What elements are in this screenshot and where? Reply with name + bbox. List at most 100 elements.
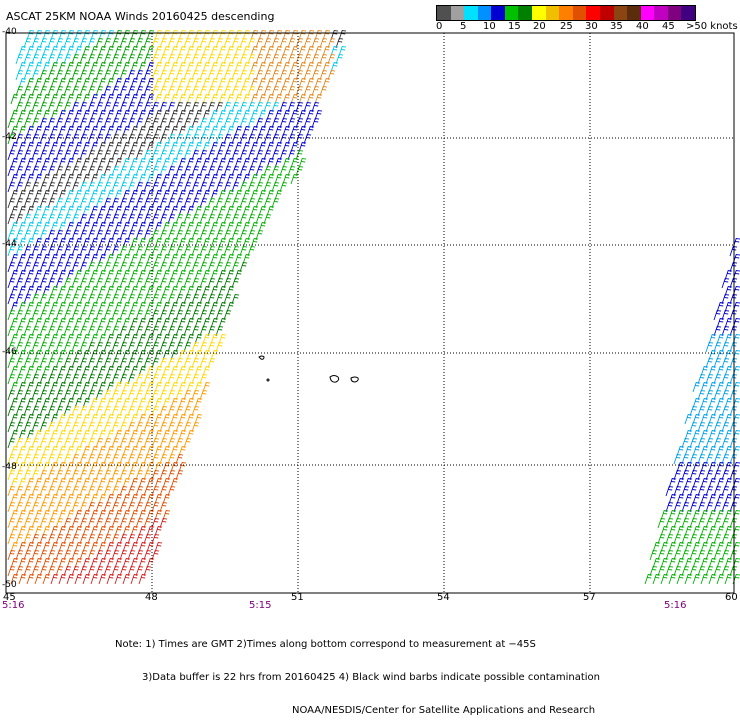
wind-barb: [146, 413, 155, 425]
wind-barb: [34, 477, 43, 489]
wind-barb: [103, 565, 112, 577]
wind-barb: [50, 493, 59, 505]
wind-barb: [191, 341, 200, 353]
wind-barb: [154, 301, 163, 313]
wind-barb: [122, 141, 131, 153]
wind-barb: [178, 429, 187, 441]
wind-barb: [111, 165, 120, 177]
wind-barb: [63, 69, 72, 81]
wind-barb: [82, 525, 91, 537]
lon-label-60: 60: [725, 592, 738, 603]
wind-barb: [250, 61, 259, 73]
wind-barb: [87, 117, 96, 129]
wind-barb: [151, 293, 160, 305]
wind-barb: [23, 213, 32, 225]
wind-barb: [34, 413, 43, 425]
wind-barb: [55, 517, 64, 529]
wind-barb: [119, 165, 128, 177]
wind-barb: [242, 141, 251, 153]
wind-barb: [58, 221, 67, 233]
wind-barb: [247, 245, 256, 257]
wind-barb: [154, 525, 163, 537]
wind-barb: [55, 485, 64, 497]
wind-barb: [130, 189, 139, 201]
wind-barb: [146, 109, 155, 121]
wind-barb: [673, 549, 682, 561]
wind-barb: [186, 317, 195, 329]
wind-barb: [23, 69, 32, 81]
wind-barb: [58, 493, 67, 505]
wind-barb: [98, 557, 107, 569]
wind-barb: [178, 205, 187, 217]
wind-barb: [114, 573, 123, 585]
wind-barb: [47, 117, 56, 129]
wind-barb: [215, 117, 224, 129]
wind-barb: [327, 69, 336, 81]
wind-barb: [34, 541, 43, 553]
wind-barb: [114, 429, 123, 441]
wind-barb: [215, 309, 224, 321]
wind-barb: [63, 149, 72, 161]
wind-barb: [689, 485, 698, 497]
wind-barb: [119, 325, 128, 337]
wind-barb: [274, 141, 283, 153]
wind-barb: [130, 221, 139, 233]
wind-barb: [66, 253, 75, 265]
wind-barb: [135, 517, 144, 529]
wind-barb: [31, 245, 40, 257]
wind-barb: [210, 45, 219, 57]
wind-barb: [170, 285, 179, 297]
scale-swatch: [654, 6, 668, 20]
wind-barb: [106, 317, 115, 329]
wind-barb: [154, 509, 163, 521]
wind-barb: [42, 445, 51, 457]
wind-barb: [234, 157, 243, 169]
wind-barb: [263, 213, 272, 225]
wind-barb: [266, 157, 275, 169]
wind-barb: [210, 317, 219, 329]
wind-barb: [98, 349, 107, 361]
wind-barb: [258, 173, 267, 185]
wind-barb: [34, 333, 43, 345]
wind-barb: [279, 85, 288, 97]
wind-barb: [58, 317, 67, 329]
wind-barb: [143, 165, 152, 177]
wind-barb: [314, 93, 323, 105]
wind-barb: [39, 181, 48, 193]
wind-barb: [154, 365, 163, 377]
wind-barb: [287, 85, 296, 97]
wind-barb: [263, 197, 272, 209]
wind-barb: [234, 93, 243, 105]
wind-barb: [82, 397, 91, 409]
wind-barb: [151, 277, 160, 289]
wind-barb: [95, 501, 104, 513]
wind-barb: [95, 341, 104, 353]
wind-barb: [10, 157, 19, 169]
wind-barb: [26, 573, 35, 585]
wind-barb: [106, 45, 115, 57]
wind-barb: [143, 533, 152, 545]
wind-barb: [231, 53, 240, 65]
wind-barb: [95, 229, 104, 241]
wind-barb: [130, 317, 139, 329]
wind-barb: [178, 413, 187, 425]
wind-barb: [82, 285, 91, 297]
wind-barb: [210, 269, 219, 281]
wind-barb: [50, 525, 59, 537]
wind-barb: [167, 133, 176, 145]
wind-barb: [42, 109, 51, 121]
wind-barb: [314, 77, 323, 89]
wind-barb: [103, 165, 112, 177]
wind-barb: [146, 445, 155, 457]
wind-barb: [10, 541, 19, 553]
wind-barb: [42, 477, 51, 489]
wind-barb: [26, 493, 35, 505]
wind-barb: [697, 485, 706, 497]
scale-swatch: [450, 6, 465, 20]
wind-barb: [39, 405, 48, 417]
wind-barb: [705, 437, 714, 449]
wind-barb: [226, 157, 235, 169]
wind-barb: [311, 117, 320, 129]
wind-barb: [282, 125, 291, 137]
wind-barb: [194, 237, 203, 249]
